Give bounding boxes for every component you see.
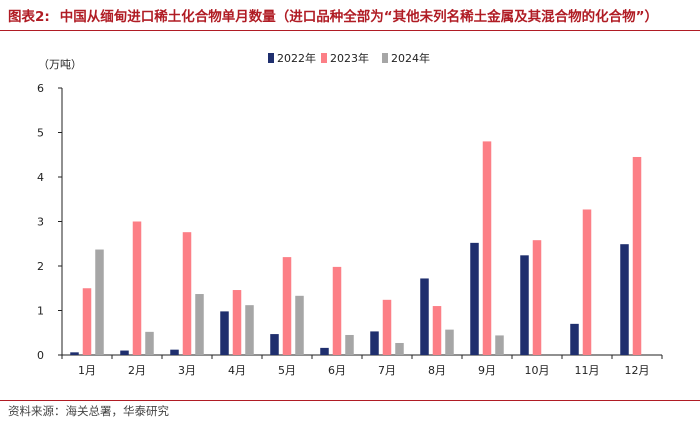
bar-2023-4	[232, 290, 242, 355]
bar-2023-5	[282, 257, 292, 355]
bar-series	[70, 141, 642, 355]
bar-2024-4	[245, 305, 254, 355]
x-axis-ticks: 1月 2月 3月 4月 5月 6月 7月 8月 9月 10月 11月 12月	[61, 355, 663, 377]
legend-swatch	[321, 53, 327, 63]
bar-2023-6	[332, 266, 342, 355]
bar-2022-1	[70, 352, 79, 355]
bar-2023-3	[182, 232, 192, 355]
bar-2024-3	[195, 294, 204, 355]
bar-2023-10	[532, 240, 542, 355]
bar-2024-8	[445, 329, 454, 355]
title-divider	[0, 30, 700, 31]
source-note: 资料来源：海关总署，华泰研究	[8, 404, 169, 418]
x-tick-label: 11月	[575, 364, 600, 377]
y-tick-label: 4	[37, 171, 44, 184]
bar-2022-5	[270, 334, 279, 355]
y-axis-unit-label: （万吨）	[38, 58, 82, 71]
bar-2022-9	[470, 242, 479, 355]
x-tick-label: 2月	[128, 364, 146, 377]
bar-2024-2	[145, 331, 154, 355]
y-tick-label: 3	[37, 216, 44, 229]
footer-divider	[0, 400, 700, 401]
bar-2022-2	[120, 350, 129, 355]
x-tick-label: 4月	[228, 364, 246, 377]
y-tick-label: 2	[37, 260, 44, 273]
x-tick-label: 3月	[178, 364, 196, 377]
bar-2022-4	[220, 311, 229, 355]
x-tick-label: 12月	[625, 364, 650, 377]
bar-2024-6	[345, 334, 354, 355]
bar-2024-1	[95, 249, 104, 355]
bar-2022-12	[620, 244, 629, 355]
figure-title-row: 图表2: 中国从缅甸进口稀土化合物单月数量（进口品种全部为“其他未列名稀土金属及其…	[8, 5, 698, 25]
x-tick-label: 9月	[478, 364, 496, 377]
bar-2023-7	[382, 299, 392, 355]
y-tick-label: 0	[37, 349, 44, 362]
bar-2022-7	[370, 331, 379, 355]
legend-swatch	[382, 53, 388, 63]
bar-2024-5	[295, 295, 304, 355]
figure-title: 中国从缅甸进口稀土化合物单月数量（进口品种全部为“其他未列名稀土金属及其混合物的…	[59, 9, 659, 25]
y-tick-label: 1	[37, 305, 44, 318]
x-tick-label: 1月	[78, 364, 96, 377]
y-axis-ticks: 0 1 2 3 4 5 6	[37, 82, 62, 362]
bar-2022-8	[420, 278, 429, 355]
x-tick-label: 8月	[428, 364, 446, 377]
bar-2022-11	[570, 323, 579, 355]
bar-2024-7	[395, 342, 404, 355]
bar-chart: （万吨） 0 1 2 3 4 5 6 1月 2月 3月 4月 5月 6月 7月 8月 9月 10月 11月 12月…	[37, 51, 663, 377]
y-tick-label: 5	[37, 127, 44, 140]
bar-2023-2	[132, 221, 142, 355]
y-tick-label: 6	[37, 82, 44, 95]
legend-swatch	[268, 53, 274, 63]
chart-axes: （万吨）	[38, 58, 662, 356]
bar-2022-6	[320, 347, 329, 355]
bar-2023-12	[632, 156, 642, 355]
legend-label: 2023年	[330, 51, 369, 65]
bar-2023-8	[432, 306, 442, 355]
bar-2023-11	[582, 209, 592, 355]
bar-2023-1	[82, 288, 92, 355]
x-tick-label: 5月	[278, 364, 296, 377]
bar-2024-9	[495, 335, 504, 355]
legend-label: 2024年	[391, 51, 430, 65]
bar-2022-10	[520, 255, 529, 355]
bar-2022-3	[170, 349, 179, 355]
legend-label: 2022年	[277, 51, 316, 65]
x-tick-label: 7月	[378, 364, 396, 377]
legend: 2022年 2023年 2024年	[268, 51, 430, 65]
bar-2023-9	[482, 141, 492, 355]
x-tick-label: 10月	[525, 364, 550, 377]
figure-label: 图表2:	[8, 9, 50, 25]
x-tick-label: 6月	[328, 364, 346, 377]
